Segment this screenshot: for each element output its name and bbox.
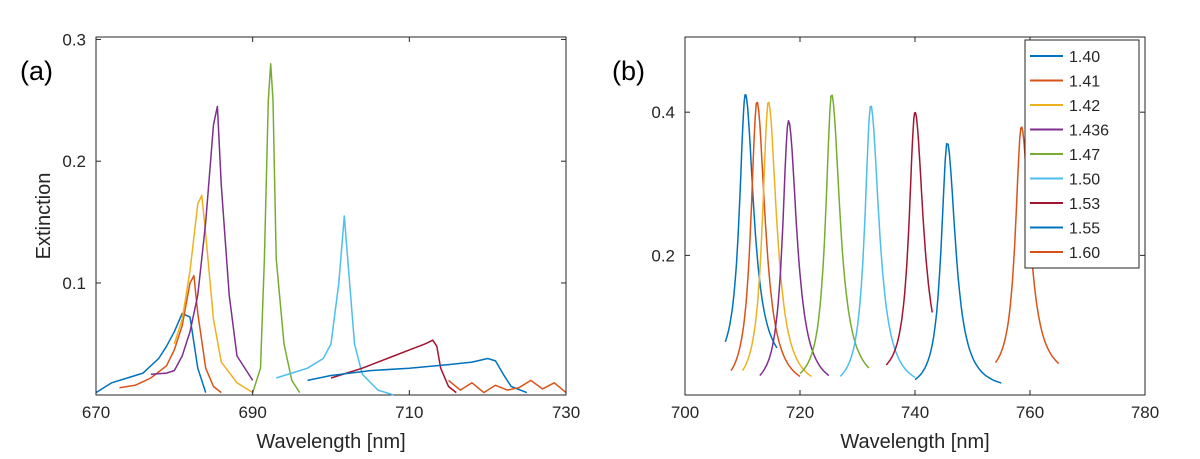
legend-entry: 1.41	[1069, 74, 1100, 91]
series-line-a	[95, 312, 207, 394]
x-tick-label: 700	[671, 403, 699, 422]
series-line-b	[914, 143, 1002, 384]
x-tick-label: 730	[552, 403, 580, 422]
panel-b-label: (b)	[612, 56, 645, 86]
x-tick-label: 720	[786, 403, 814, 422]
series-line-b	[759, 120, 830, 377]
x-tick-label: 760	[1016, 403, 1044, 422]
x-tick-label: 690	[238, 403, 266, 422]
legend: 1.40 1.41 1.42 1.436 1.47 1.50 1.53 1.55 1.60	[1024, 39, 1140, 269]
series-line-a	[275, 215, 394, 396]
series-line-b	[730, 101, 801, 378]
y-tick-label: 0.1	[62, 274, 86, 293]
panel-a-plot-area	[95, 36, 567, 396]
series-line-a	[251, 63, 301, 394]
series-line-a	[330, 339, 457, 394]
y-tick-label: 0.2	[62, 152, 86, 171]
legend-entry: 1.60	[1069, 245, 1100, 262]
legend-entry: 1.42	[1069, 98, 1100, 115]
series-line-a	[307, 357, 528, 394]
panel-a: 670 690 710 730 0.1 0.2 0.3 (a) Wavelength [nm…	[20, 30, 580, 453]
series-line-a	[448, 379, 567, 394]
panel-a-ylabel: Extinction	[33, 173, 55, 260]
series-line-b	[799, 94, 870, 374]
x-tick-label: 780	[1131, 403, 1159, 422]
legend-entry: 1.40	[1069, 49, 1100, 66]
series-line-b	[724, 93, 778, 349]
series-line-a	[173, 194, 254, 394]
panel-b: 700 720 740 760 780 0.2 0.4 (b) Wavelength [nm…	[612, 36, 1159, 453]
y-tick-label: 0.3	[62, 30, 86, 49]
series-line-b	[741, 101, 812, 378]
series-line-a	[150, 105, 254, 381]
legend-entry: 1.47	[1069, 147, 1100, 164]
series-line-b	[839, 105, 916, 379]
legend-entry: 1.436	[1069, 123, 1109, 140]
panel-a-series-group	[95, 63, 567, 396]
panel-b-series-group	[724, 93, 1060, 384]
series-line-a	[119, 274, 222, 394]
panel-b-ticks: 700 720 740 760 780 0.2 0.4	[651, 37, 1159, 422]
legend-entry: 1.53	[1069, 196, 1100, 213]
panel-b-xlabel: Wavelength [nm]	[840, 431, 989, 453]
panel-a-xlabel: Wavelength [nm]	[256, 431, 405, 453]
legend-entry: 1.50	[1069, 172, 1100, 189]
legend-entry: 1.55	[1069, 221, 1100, 238]
series-line-b	[885, 111, 934, 366]
x-tick-label: 670	[82, 403, 110, 422]
panel-a-ticks: 670 690 710 730 0.1 0.2 0.3	[62, 30, 580, 422]
x-tick-label: 710	[395, 403, 423, 422]
panel-a-label: (a)	[20, 56, 53, 86]
y-tick-label: 0.4	[651, 103, 675, 122]
x-tick-label: 740	[901, 403, 929, 422]
y-tick-label: 0.2	[651, 246, 675, 265]
